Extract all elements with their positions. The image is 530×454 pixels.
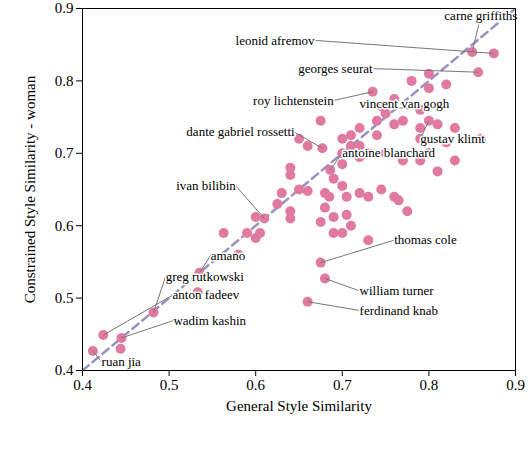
svg-text:0.9: 0.9 [55,0,74,16]
svg-text:0.6: 0.6 [55,218,74,234]
svg-text:wadim kashin: wadim kashin [173,313,246,328]
svg-text:0.5: 0.5 [55,290,74,306]
svg-text:0.4: 0.4 [55,362,74,378]
svg-text:gustav klimt: gustav klimt [420,131,485,146]
svg-text:thomas cole: thomas cole [394,232,457,247]
svg-text:0.7: 0.7 [55,145,74,161]
svg-text:greg rutkowski: greg rutkowski [166,269,245,284]
svg-text:ruan jia: ruan jia [102,354,142,369]
svg-text:0.6: 0.6 [246,377,265,393]
svg-text:0.4: 0.4 [73,377,92,393]
svg-text:0.5: 0.5 [160,377,179,393]
svg-text:ferdinand knab: ferdinand knab [360,303,438,318]
svg-text:0.7: 0.7 [333,377,352,393]
svg-text:General Style Similarity: General Style Similarity [226,398,372,414]
svg-text:0.8: 0.8 [55,73,74,89]
svg-text:Constrained Style Similarity -: Constrained Style Similarity - woman [22,75,38,303]
svg-text:amano: amano [211,248,246,263]
svg-text:0.9: 0.9 [506,377,525,393]
svg-text:anton fadeev: anton fadeev [173,287,240,302]
svg-text:william turner: william turner [360,283,435,298]
svg-text:vincent van gogh: vincent van gogh [360,96,450,111]
svg-text:antoine blanchard: antoine blanchard [342,145,435,160]
svg-text:georges seurat: georges seurat [298,61,373,76]
svg-text:ivan bilibin: ivan bilibin [176,178,236,193]
svg-text:0.8: 0.8 [420,377,439,393]
svg-text:carne griffiths: carne griffiths [444,8,517,23]
svg-text:leonid afremov: leonid afremov [236,33,316,48]
svg-text:dante gabriel rossetti: dante gabriel rossetti [186,124,295,139]
svg-text:roy lichtenstein: roy lichtenstein [253,93,334,108]
